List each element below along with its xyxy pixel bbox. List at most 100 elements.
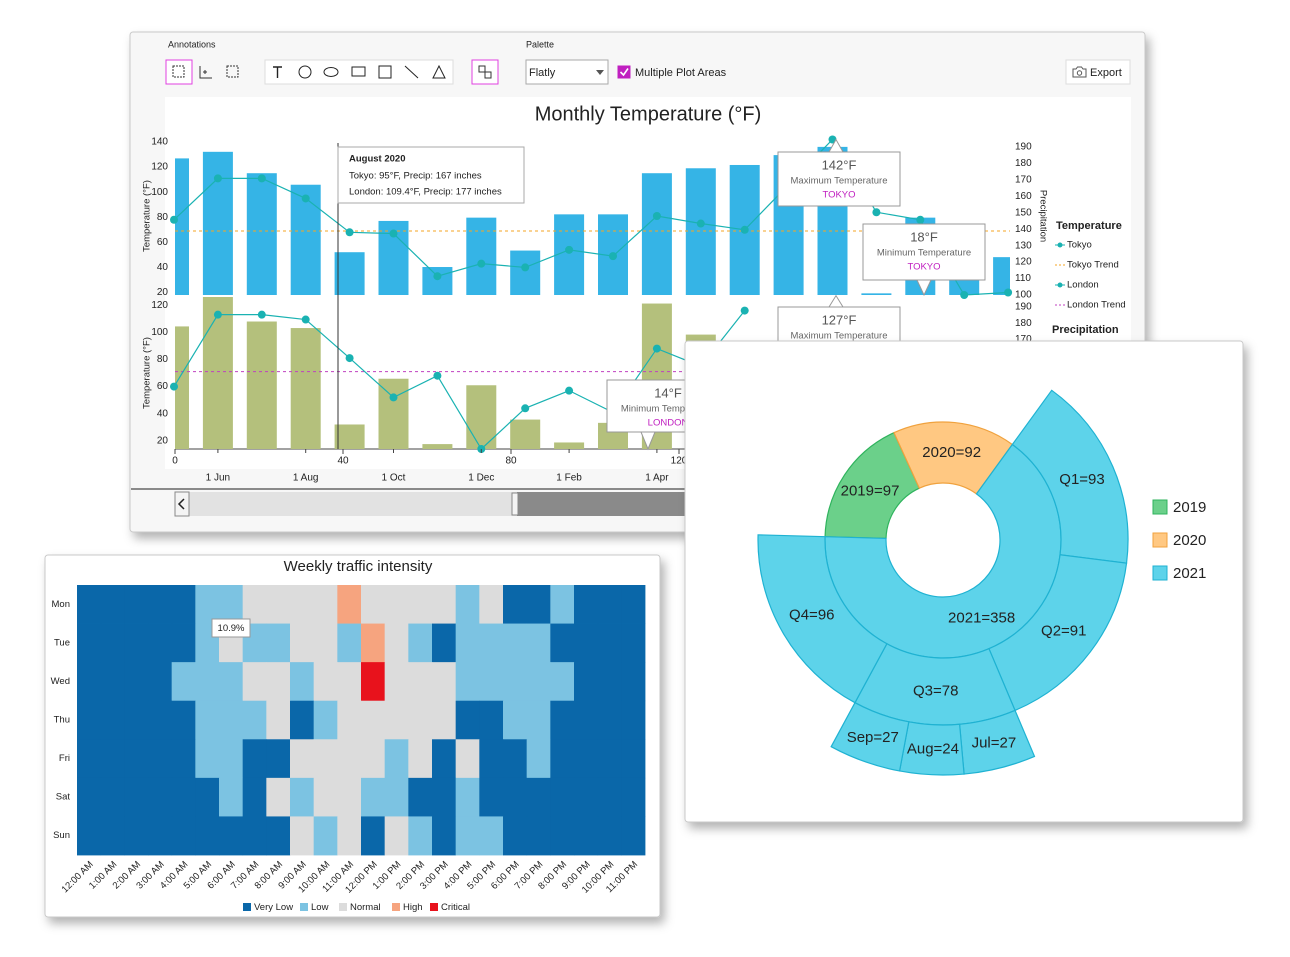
heat-cell: [479, 585, 504, 624]
heat-cell: [503, 777, 528, 817]
heat-cell: [408, 662, 433, 702]
heat-cell: [242, 739, 267, 779]
point: [652, 212, 661, 220]
y-axis-title: Temperature (°F): [142, 180, 153, 252]
heat-cell: [479, 739, 504, 779]
point: [916, 215, 925, 224]
segment-label: Q4=96: [789, 607, 834, 624]
annotation-text: Maximum Temperature: [791, 176, 888, 187]
heat-cell: [408, 739, 433, 779]
circle-tool[interactable]: [298, 65, 312, 79]
heat-cell: [77, 700, 102, 740]
y2-tick-label: 170: [1015, 174, 1032, 185]
heat-cell: [171, 662, 196, 702]
heat-cell: [100, 585, 125, 624]
heat-cell: [455, 623, 480, 663]
point: [170, 215, 178, 224]
bar: [290, 328, 321, 449]
ellipse-tool[interactable]: [323, 67, 339, 77]
segment-label: Q2=91: [1041, 622, 1086, 639]
bar: [334, 424, 365, 449]
heat-cell: [479, 623, 504, 663]
export-button[interactable]: [1065, 59, 1131, 85]
legend-label: Very Low: [254, 902, 293, 913]
heat-cell: [597, 700, 622, 740]
bar: [378, 378, 409, 449]
point: [213, 310, 222, 319]
legend-swatch: [300, 903, 308, 911]
heat-cell: [171, 585, 196, 624]
heat-cell: [242, 585, 267, 624]
heat-cell: [526, 700, 551, 740]
y-tick-label: 80: [157, 212, 169, 223]
bar: [175, 158, 189, 295]
palette-dropdown[interactable]: [525, 59, 609, 85]
heat-cell: [479, 700, 504, 740]
heat-cell: [550, 777, 575, 817]
heat-cell: [124, 816, 149, 856]
square-tool[interactable]: [378, 65, 392, 79]
heat-cell: [100, 777, 125, 817]
heat-cell: [171, 700, 196, 740]
heat-cell: [242, 816, 267, 856]
select-tool[interactable]: [165, 59, 193, 85]
heat-cell: [337, 700, 362, 740]
export-label: Export: [1090, 67, 1122, 79]
checkbox[interactable]: [617, 65, 631, 79]
legend-title: Precipitation: [1052, 324, 1119, 336]
heat-cell: [574, 816, 599, 856]
bar: [246, 173, 277, 295]
heat-cell: [455, 739, 480, 779]
scroll-left-button[interactable]: [174, 491, 190, 517]
point: [389, 229, 398, 238]
tool-icon[interactable]: [199, 66, 212, 79]
heat-cell: [337, 623, 362, 663]
chart-title: Weekly traffic intensity: [284, 558, 433, 575]
toolbar-label: Palette: [526, 39, 554, 49]
point: [609, 252, 617, 261]
heat-cell: [148, 700, 173, 740]
heat-cell: [550, 816, 575, 856]
heat-cell: [361, 700, 386, 740]
y2-tick-label: 160: [1015, 191, 1032, 202]
segment-label: Sep=27: [847, 729, 899, 746]
x-tick-label: 1 Feb: [556, 473, 582, 484]
chart-title: Monthly Temperature (°F): [535, 103, 762, 125]
heat-cell: [597, 585, 622, 624]
polygon-tool[interactable]: [432, 64, 446, 79]
navigator-tick-label: 80: [505, 456, 517, 467]
annotation-value: 18°F: [910, 229, 938, 244]
legend-swatch: [1152, 499, 1168, 515]
scroll-handle[interactable]: [511, 492, 519, 516]
heat-cell: [384, 816, 409, 856]
legend-label: Normal: [350, 902, 381, 913]
annotation-value: 142°F: [822, 157, 857, 172]
tool-icon[interactable]: [226, 65, 239, 78]
heat-cell: [597, 816, 622, 856]
camera-icon: [1072, 66, 1087, 78]
toolbar-label: Annotations: [168, 39, 216, 49]
heat-cell: [621, 739, 646, 779]
legend-label: 2020: [1173, 532, 1206, 549]
text-tool[interactable]: [273, 66, 282, 78]
heat-cell: [313, 585, 338, 624]
crosshair-overlay: August 2020 Tokyo: 95°F, Precip: 167 inc…: [337, 143, 525, 449]
heat-cell: [479, 662, 504, 702]
legend-label: Tokyo Trend: [1067, 260, 1119, 271]
legend-label: Tokyo: [1067, 240, 1092, 251]
heat-cell: [313, 700, 338, 740]
heat-cell: [219, 662, 244, 702]
point: [740, 306, 749, 315]
heat-cell: [171, 777, 196, 817]
heat-cell: [384, 700, 409, 740]
line-tool[interactable]: [404, 65, 419, 79]
bar: [290, 184, 321, 295]
rectangle-tool[interactable]: [351, 66, 366, 77]
heat-cell: [124, 623, 149, 663]
point: [213, 174, 222, 183]
annotation-value: 14°F: [654, 385, 682, 400]
segment-label: 2019=97: [841, 483, 900, 500]
heat-cell: [171, 623, 196, 663]
x-tick-label: 1 Dec: [468, 473, 494, 484]
